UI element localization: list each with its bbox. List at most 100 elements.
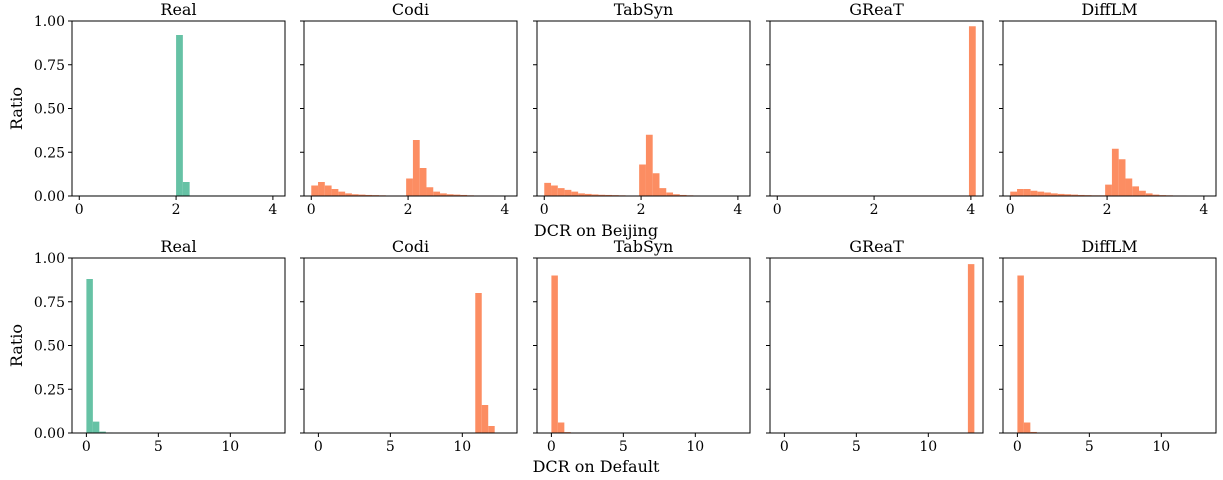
panel-real-row-1: Real 0 2 4 0.00 0.25 0.50 0.75 1.00 Ratio <box>7 0 286 218</box>
histogram-bar <box>345 193 352 196</box>
histogram-bar <box>338 191 346 196</box>
x-tick-label: 4 <box>966 202 975 218</box>
panel-difflm-row-2: DiffLM 0 5 10 <box>999 237 1217 455</box>
panel-title: TabSyn <box>614 237 674 256</box>
y-tick-label: 0.75 <box>34 295 65 311</box>
histogram-bar <box>659 188 667 196</box>
histogram-bar <box>1105 184 1112 196</box>
histogram-bar <box>311 185 319 196</box>
histogram-bar <box>1132 186 1140 196</box>
histogram-bar <box>1125 178 1133 196</box>
x-tick-label: 5 <box>386 439 395 455</box>
y-tick-label: 0.00 <box>34 426 65 442</box>
y-axis-label: Ratio <box>7 324 26 367</box>
axes-frame <box>1002 257 1217 434</box>
x-tick-label: 5 <box>852 439 861 455</box>
axes-frame <box>71 257 286 434</box>
histogram-bar <box>1017 189 1024 196</box>
panel-difflm-row-1: DiffLM 0 2 4 <box>999 0 1217 218</box>
histogram-bar <box>1037 191 1045 196</box>
histogram-bar <box>92 421 100 433</box>
histogram-bar <box>564 189 572 196</box>
histogram-bar <box>578 193 585 196</box>
histogram-bar <box>1023 422 1031 433</box>
histogram-bar <box>544 182 552 196</box>
histogram-bar <box>1118 159 1126 196</box>
histogram-bar <box>968 26 976 196</box>
histogram-bar <box>488 426 495 433</box>
x-tick-label: 0 <box>1013 439 1022 455</box>
x-tick-label: 10 <box>919 439 937 455</box>
histogram-bar <box>1010 191 1018 196</box>
histogram-bar <box>475 293 482 433</box>
histogram-bar <box>176 35 183 196</box>
x-tick-label: 4 <box>500 202 509 218</box>
histogram-bar <box>645 134 653 196</box>
histogram-bar <box>99 431 106 433</box>
histogram-bar <box>1030 431 1037 433</box>
panel-title: Real <box>160 237 196 256</box>
histogram-bar <box>551 275 558 433</box>
panel-real-row-2: Real 0 5 10 0.00 0.25 0.50 0.75 1.00 Ratio <box>7 237 286 455</box>
histogram-bar <box>967 264 975 433</box>
x-tick-label: 0 <box>75 202 84 218</box>
histogram-bar <box>406 178 413 196</box>
x-tick-label: 5 <box>1085 439 1094 455</box>
panel-title: TabSyn <box>614 0 674 19</box>
axes-frame <box>1002 20 1217 197</box>
histogram-bar <box>666 192 674 196</box>
histogram-bar <box>1044 192 1051 196</box>
histogram-bar <box>460 194 468 196</box>
histogram-bar <box>446 194 454 196</box>
histogram-bar <box>557 422 565 433</box>
x-tick-label: 0 <box>314 439 323 455</box>
histogram-bar <box>1071 194 1079 196</box>
histogram-bar <box>331 189 339 196</box>
histogram-bar <box>1111 148 1119 196</box>
panel-tabsyn-row-1: TabSyn 0 2 4 <box>533 0 751 218</box>
histogram-bar <box>571 191 579 196</box>
x-tick-label: 4 <box>268 202 277 218</box>
y-tick-label: 0.25 <box>34 382 65 398</box>
histogram-bar <box>1078 194 1085 196</box>
y-tick-label: 0.50 <box>34 102 65 118</box>
histogram-bar <box>426 187 434 196</box>
histogram-bar <box>182 182 190 196</box>
axes-frame <box>769 257 984 434</box>
histogram-bar <box>481 405 489 433</box>
x-tick-label: 2 <box>1103 202 1112 218</box>
histogram-bar <box>673 194 680 196</box>
axes-frame <box>303 20 518 197</box>
x-tick-label: 0 <box>780 439 789 455</box>
histogram-bar <box>557 188 565 196</box>
axes-frame <box>536 257 751 434</box>
x-tick-label: 10 <box>686 439 704 455</box>
histogram-bar <box>318 182 325 196</box>
x-tick-label: 10 <box>453 439 471 455</box>
panel-title: GReaT <box>849 0 904 19</box>
histogram-bar <box>551 185 558 196</box>
histogram-bar <box>1030 190 1038 196</box>
x-tick-label: 0 <box>540 202 549 218</box>
panel-title: DiffLM <box>1081 237 1137 256</box>
histogram-bar <box>433 191 441 196</box>
panel-codi-row-2: Codi 0 5 10 <box>300 237 518 455</box>
x-tick-label: 0 <box>82 439 91 455</box>
x-tick-label: 4 <box>733 202 742 218</box>
panel-title: Real <box>160 0 196 19</box>
histogram-bar <box>453 194 461 196</box>
x-tick-label: 0 <box>773 202 782 218</box>
histogram-bar <box>591 194 599 196</box>
y-tick-label: 0.00 <box>34 189 65 205</box>
x-tick-label: 0 <box>547 439 556 455</box>
panel-codi-row-1: Codi 0 2 4 <box>300 0 518 218</box>
x-tick-label: 4 <box>1199 202 1208 218</box>
histogram-bar <box>440 193 447 196</box>
histogram-bar <box>598 194 606 196</box>
row-x-axis-label: DCR on Beijing <box>534 221 658 240</box>
panel-title: Codi <box>392 0 429 19</box>
histogram-bar <box>1145 193 1153 196</box>
y-tick-label: 0.25 <box>34 145 65 161</box>
histogram-bar <box>419 168 427 196</box>
